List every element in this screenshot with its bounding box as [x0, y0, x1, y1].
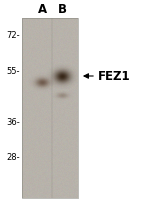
Text: 72-: 72-	[6, 30, 20, 40]
Text: 36-: 36-	[6, 117, 20, 126]
Text: 55-: 55-	[6, 68, 20, 76]
Text: A: A	[38, 2, 46, 15]
Text: FEZ1: FEZ1	[98, 69, 131, 82]
Text: 28-: 28-	[6, 152, 20, 162]
Bar	[22, 18, 78, 198]
Text: B: B	[57, 2, 66, 15]
